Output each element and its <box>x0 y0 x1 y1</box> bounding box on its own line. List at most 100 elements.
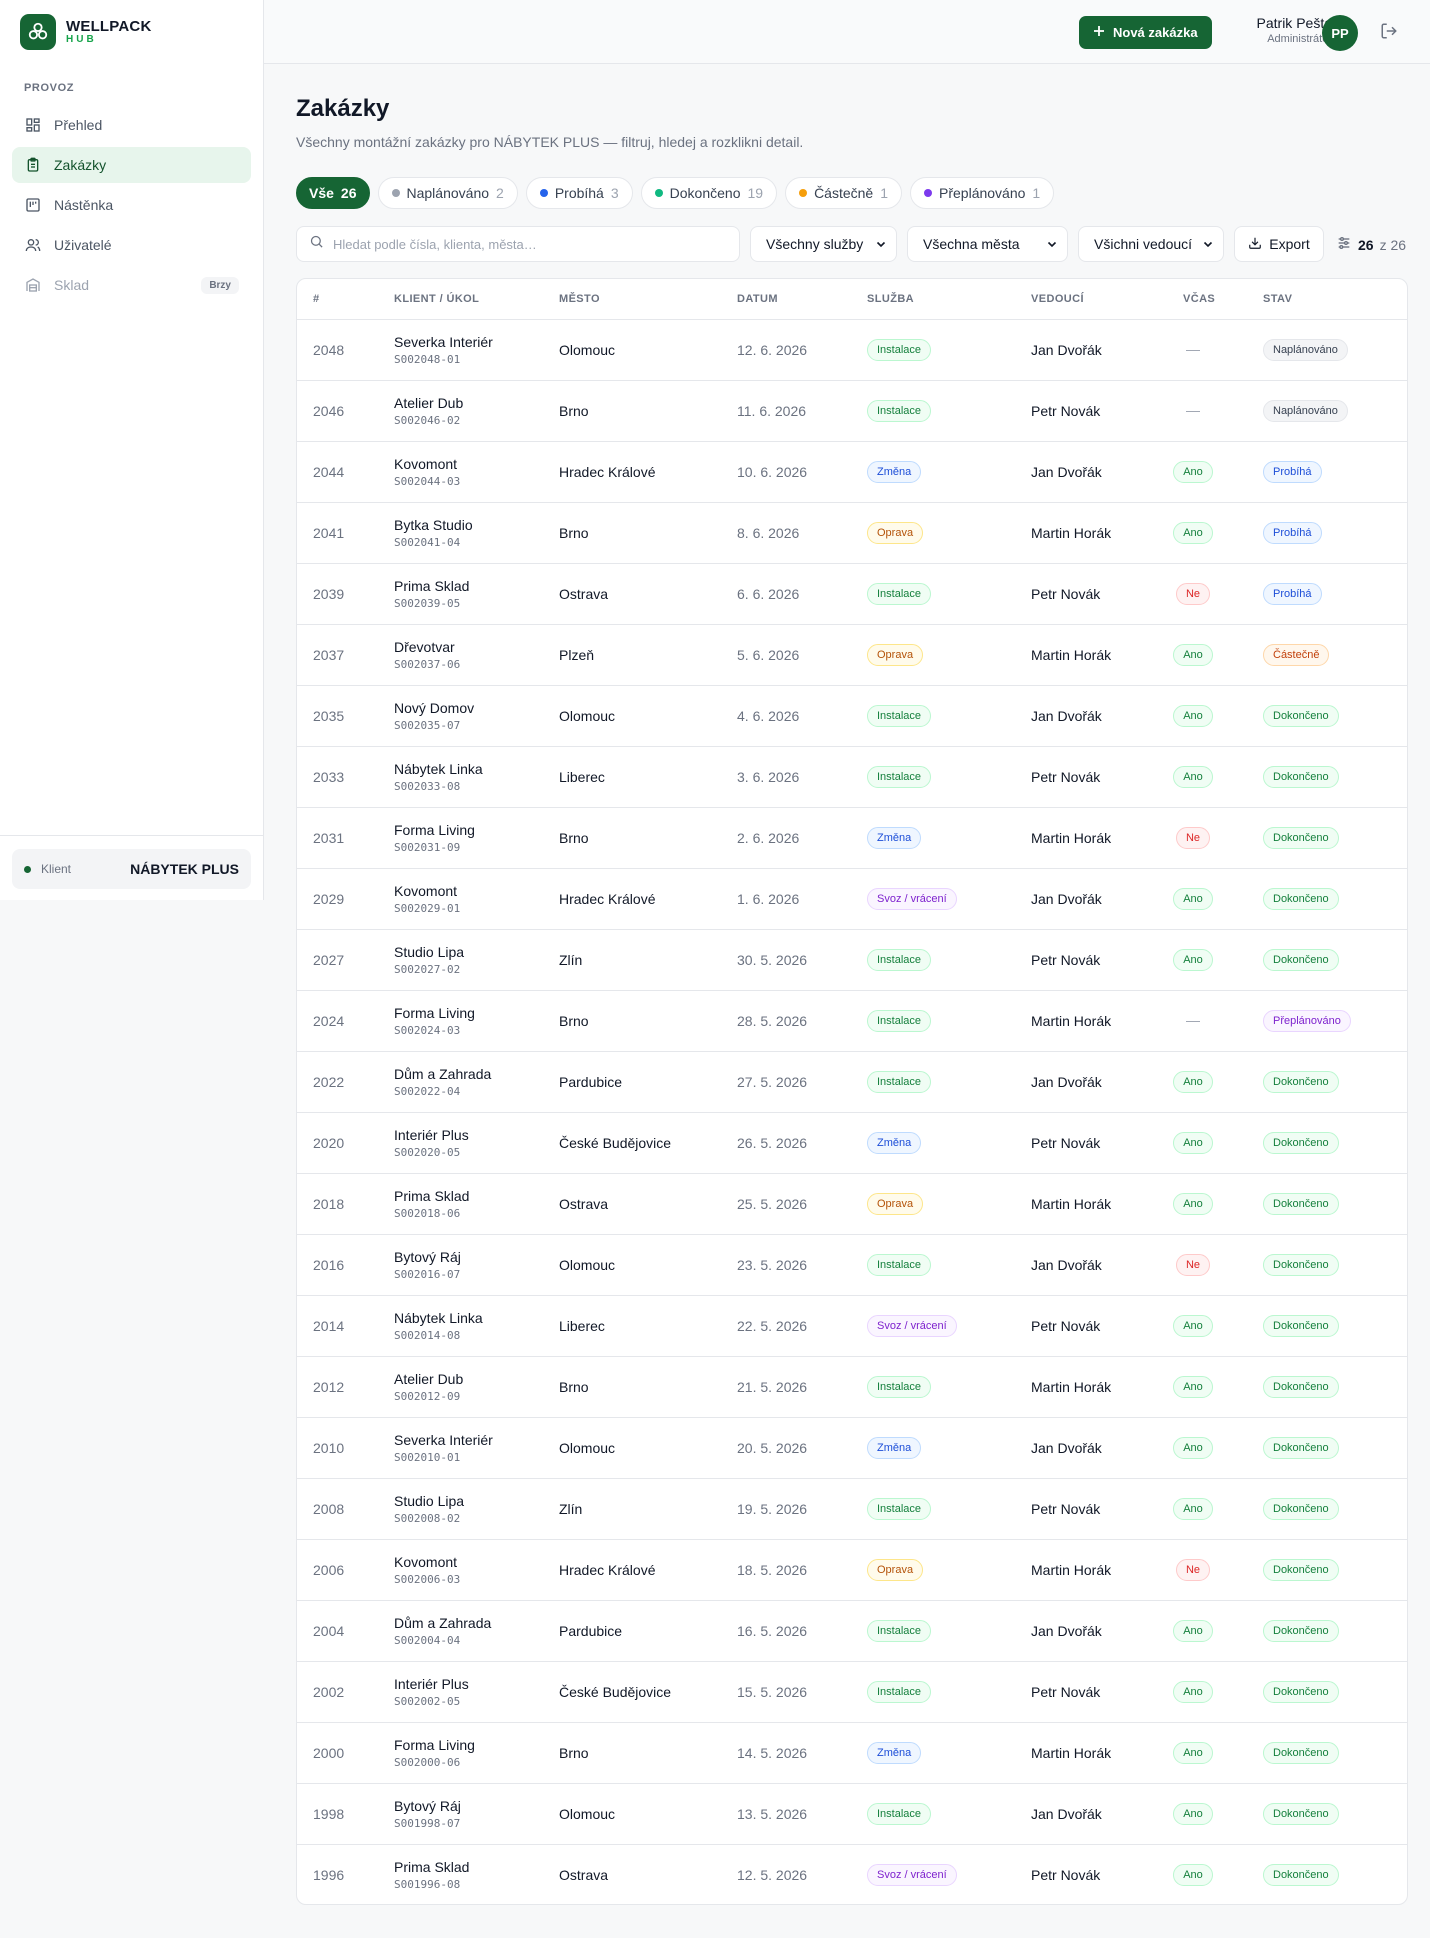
table-row[interactable]: 2046 Atelier Dub S002046-02 Brno 11. 6. 2026… <box>297 381 1407 442</box>
table-row[interactable]: 2018 Prima Sklad S002018-06 Ostrava 25. 5. 2… <box>297 1174 1407 1235</box>
filter-chip[interactable]: Částečně 1 <box>785 177 903 209</box>
sidebar-item-nastenka[interactable]: Nástěnka <box>12 187 251 223</box>
ontime-cell: Ano <box>1163 644 1223 666</box>
task-code: S002010-01 <box>394 1451 461 1464</box>
client-dot-icon <box>24 865 31 873</box>
filter-chip[interactable]: Dokončeno 19 <box>640 177 778 209</box>
date: 2. 6. 2026 <box>737 830 800 846</box>
table-row[interactable]: 2022 Dům a Zahrada S002022-04 Pardubice 27. … <box>297 1052 1407 1113</box>
ontime-cell: Ano <box>1163 1620 1223 1642</box>
status-dot-icon <box>391 189 400 197</box>
filter-chip[interactable]: Probíhá 3 <box>525 177 633 209</box>
table-row[interactable]: 2010 Severka Interiér S002010-01 Olomouc 20.… <box>297 1418 1407 1479</box>
sidebar-item-prehled[interactable]: Přehled <box>12 107 251 143</box>
task-code: S002006-03 <box>394 1573 461 1586</box>
order-number: 2048 <box>313 342 345 358</box>
chip-count: 3 <box>610 185 619 201</box>
lead-select[interactable]: Všichni vedoucí <box>1078 226 1224 262</box>
table-row[interactable]: 2044 Kovomont S002044-03 Hradec Králové 10. … <box>297 442 1407 503</box>
col-status[interactable]: STAV <box>1263 293 1293 305</box>
table-row[interactable]: 2029 Kovomont S002029-01 Hradec Králové 1. 6… <box>297 869 1407 930</box>
table-row[interactable]: 2008 Studio Lipa S002008-02 Zlín 19. 5. 2026… <box>297 1479 1407 1540</box>
status-badge: Naplánováno <box>1263 400 1348 422</box>
table-row[interactable]: 2006 Kovomont S002006-03 Hradec Králové 18. … <box>297 1540 1407 1601</box>
client-indicator: Klient NÁBYTEK PLUS <box>12 849 251 889</box>
search-input[interactable] <box>333 236 713 252</box>
table-row[interactable]: 2041 Bytka Studio S002041-04 Brno 8. 6. 2026… <box>297 503 1407 564</box>
sidebar-item-uzivatele[interactable]: Uživatelé <box>12 227 251 263</box>
page-title: Zakázky <box>296 95 390 122</box>
status-badge: Dokončeno <box>1263 766 1339 788</box>
ontime-cell: Ano <box>1163 766 1223 788</box>
service-badge: Oprava <box>867 1193 924 1215</box>
table-row[interactable]: 2035 Nový Domov S002035-07 Olomouc 4. 6. 202… <box>297 686 1407 747</box>
date: 28. 5. 2026 <box>737 1013 808 1029</box>
task-code: S002044-03 <box>394 475 461 488</box>
col-ontime[interactable]: VČAS <box>1183 293 1216 305</box>
service-cell: Oprava <box>867 644 924 666</box>
date: 1. 6. 2026 <box>737 891 800 907</box>
logout-icon[interactable] <box>1380 22 1400 42</box>
client-name: Dům a Zahrada <box>394 1615 492 1631</box>
col-service[interactable]: SLUŽBA <box>867 293 915 305</box>
ontime-cell: — <box>1163 400 1223 418</box>
service-badge: Instalace <box>867 949 932 971</box>
export-button[interactable]: Export <box>1234 226 1324 262</box>
col-date[interactable]: DATUM <box>737 293 778 305</box>
table-row[interactable]: 2033 Nábytek Linka S002033-08 Liberec 3. 6. … <box>297 747 1407 808</box>
export-label: Export <box>1269 236 1310 252</box>
ontime-badge: Ano <box>1173 949 1213 971</box>
col-num[interactable]: # <box>313 293 320 305</box>
service-cell: Instalace <box>867 705 932 727</box>
table-row[interactable]: 2014 Nábytek Linka S002014-08 Liberec 22. 5.… <box>297 1296 1407 1357</box>
sidebar-item-zakazky[interactable]: Zakázky <box>12 147 251 183</box>
city-select[interactable]: Všechna města <box>907 226 1068 262</box>
lead-select-value: Všichni vedoucí <box>1094 236 1193 252</box>
filter-chip[interactable]: Vše 26 <box>296 177 370 209</box>
search-box[interactable] <box>296 226 740 262</box>
filter-chip[interactable]: Přeplánováno 1 <box>910 177 1055 209</box>
table-row[interactable]: 2002 Interiér Plus S002002-05 České Budějov… <box>297 1662 1407 1723</box>
avatar[interactable]: PP <box>1322 15 1358 51</box>
filter-chip[interactable]: Naplánováno 2 <box>377 177 518 209</box>
city: Hradec Králové <box>559 464 656 480</box>
lead: Petr Novák <box>1031 1501 1101 1517</box>
user-role: Administrátor <box>1267 33 1332 45</box>
user-info[interactable]: Patrik Pešta Administrátor <box>1234 15 1332 45</box>
table-row[interactable]: 2027 Studio Lipa S002027-02 Zlín 30. 5. 2026… <box>297 930 1407 991</box>
order-number: 2024 <box>313 1013 345 1029</box>
table-row[interactable]: 2012 Atelier Dub S002012-09 Brno 21. 5. 2026… <box>297 1357 1407 1418</box>
table-row[interactable]: 2037 Dřevotvar S002037-06 Plzeň 5. 6. 2026 Op… <box>297 625 1407 686</box>
new-order-button[interactable]: Nová zakázka <box>1079 16 1212 49</box>
brand[interactable]: WELLPACK HUB <box>20 14 151 50</box>
service-select[interactable]: Všechny služby <box>750 226 897 262</box>
table-row[interactable]: 2004 Dům a Zahrada S002004-04 Pardubice 16. … <box>297 1601 1407 1662</box>
client-name: Prima Sklad <box>394 578 470 594</box>
col-lead[interactable]: VEDOUCÍ <box>1031 293 1084 305</box>
col-client[interactable]: KLIENT / ÚKOL <box>394 293 480 305</box>
table-row[interactable]: 1996 Prima Sklad S001996-08 Ostrava 12. 5. 2… <box>297 1845 1407 1904</box>
table-row[interactable]: 2039 Prima Sklad S002039-05 Ostrava 6. 6. 20… <box>297 564 1407 625</box>
table-row[interactable]: 2020 Interiér Plus S002020-05 České Budějov… <box>297 1113 1407 1174</box>
col-city[interactable]: MĚSTO <box>559 293 600 305</box>
city: Pardubice <box>559 1074 623 1090</box>
order-number: 2012 <box>313 1379 345 1395</box>
order-number: 2027 <box>313 952 345 968</box>
status-cell: Dokončeno <box>1263 1498 1339 1520</box>
task-code: S002029-01 <box>394 902 461 915</box>
client-cell: Forma Living S002000-06 <box>394 1737 475 1769</box>
table-row[interactable]: 1998 Bytový Ráj S001998-07 Olomouc 13. 5. 20… <box>297 1784 1407 1845</box>
table-row[interactable]: 2016 Bytový Ráj S002016-07 Olomouc 23. 5. 20… <box>297 1235 1407 1296</box>
city: Zlín <box>559 1501 583 1517</box>
city: Olomouc <box>559 1257 616 1273</box>
ontime-cell: Ne <box>1163 583 1223 605</box>
table-row[interactable]: 2031 Forma Living S002031-09 Brno 2. 6. 2026… <box>297 808 1407 869</box>
client-cell: Bytka Studio S002041-04 <box>394 517 473 549</box>
service-badge: Instalace <box>867 1803 932 1825</box>
table-row[interactable]: 2000 Forma Living S002000-06 Brno 14. 5. 202… <box>297 1723 1407 1784</box>
date: 8. 6. 2026 <box>737 525 800 541</box>
table-row[interactable]: 2048 Severka Interiér S002048-01 Olomouc 12.… <box>297 320 1407 381</box>
orders-table: # KLIENT / ÚKOL MĚSTO DATUM SLUŽBA VEDOU… <box>296 278 1408 1905</box>
table-row[interactable]: 2024 Forma Living S002024-03 Brno 28. 5. 202… <box>297 991 1407 1052</box>
status-badge: Dokončeno <box>1263 1803 1339 1825</box>
